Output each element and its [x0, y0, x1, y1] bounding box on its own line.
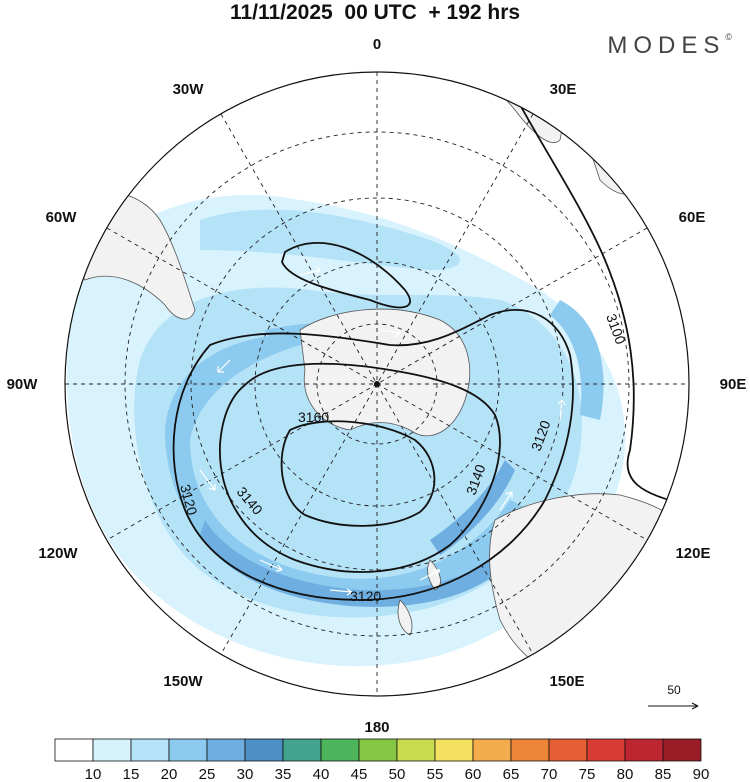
colorbar-swatch: [548, 738, 588, 762]
contour-label: 3160: [298, 409, 329, 425]
colorbar-tick-label: 85: [655, 766, 672, 782]
land-africa: [454, 72, 563, 143]
lon-label: 120E: [675, 545, 710, 562]
colorbar-tick-label: 80: [617, 766, 634, 782]
colorbar-swatch: [54, 738, 94, 762]
longitude-labels: 0 30E 60E 90E 120E 150E 180 150W 120W 90…: [7, 36, 747, 736]
colorbar-boxes: [54, 738, 702, 762]
lon-label: 0: [373, 36, 381, 53]
colorbar-swatch: [244, 738, 284, 762]
brand-name: MODES: [607, 32, 726, 59]
colorbar-swatch: [130, 738, 170, 762]
copyright-mark: ©: [725, 32, 732, 42]
contour-3120-north: [281, 242, 411, 309]
colorbar-tick-label: 60: [465, 766, 482, 782]
south-pole-marker: [374, 381, 380, 387]
land-new-zealand: [397, 599, 413, 636]
colorbar-swatch: [396, 738, 436, 762]
colorbar-tick-label: 40: [313, 766, 330, 782]
colorbar-swatch: [472, 738, 512, 762]
lon-label: 90W: [7, 376, 39, 393]
contour-label: 3100: [603, 312, 629, 347]
reference-vector: 50: [648, 683, 699, 710]
contour-3100: [496, 72, 689, 506]
colorbar-tick-label: 20: [161, 766, 178, 782]
colorbar-swatch: [92, 738, 132, 762]
lon-label: 60W: [46, 209, 78, 226]
geopotential-contours: [172, 72, 689, 601]
wind-shading: [66, 194, 626, 667]
map-disk: 3100 3120 3120 3120 3140 3140 3160: [65, 72, 689, 696]
colorbar-tick-label: 90: [693, 766, 710, 782]
land-madagascar: [589, 148, 641, 195]
lon-label: 60E: [679, 209, 706, 226]
colorbar-swatch: [586, 738, 626, 762]
lon-label: 30E: [550, 81, 577, 98]
contour-3140: [219, 362, 501, 573]
land-australia: [489, 493, 689, 683]
land-antarctica: [299, 308, 471, 437]
colorbar-labels: 10 15 20 25 30 35 40 45 50 55 60 65 70 75 80 85 90: [85, 766, 710, 782]
lon-label: 90E: [720, 376, 747, 393]
colorbar: 10 15 20 25 30 35 40 45 50 55 60 65 70 75 80 85 90: [54, 738, 710, 782]
colorbar-swatch: [624, 738, 664, 762]
lon-label: 150E: [549, 673, 584, 690]
reference-vector-label: 50: [667, 683, 681, 697]
lon-label: 30W: [173, 81, 205, 98]
lon-label: 120W: [38, 545, 78, 562]
contour-3120-main: [172, 309, 574, 601]
colorbar-swatch: [358, 738, 398, 762]
colorbar-swatch: [510, 738, 550, 762]
colorbar-tick-label: 75: [579, 766, 596, 782]
contour-3160: [280, 420, 436, 527]
colorbar-tick-label: 15: [123, 766, 140, 782]
brand-logo: MODES©: [607, 32, 732, 60]
arrowhead-icon: [691, 702, 699, 710]
colorbar-tick-label: 70: [541, 766, 558, 782]
contour-label: 3120: [350, 588, 381, 604]
colorbar-tick-label: 25: [199, 766, 216, 782]
colorbar-swatch: [662, 738, 702, 762]
contour-label: 3120: [177, 483, 201, 517]
colorbar-tick-label: 35: [275, 766, 292, 782]
colorbar-tick-label: 50: [389, 766, 406, 782]
colorbar-tick-label: 55: [427, 766, 444, 782]
colorbar-tick-label: 65: [503, 766, 520, 782]
colorbar-tick-label: 30: [237, 766, 254, 782]
map-title: 11/11/2025 00 UTC + 192 hrs: [229, 1, 521, 24]
colorbar-swatch: [434, 738, 474, 762]
map-border: [64, 71, 690, 697]
colorbar-swatch: [320, 738, 360, 762]
colorbar-swatch: [206, 738, 246, 762]
colorbar-swatch: [282, 738, 322, 762]
colorbar-tick-label: 45: [351, 766, 368, 782]
lon-label: 150W: [163, 673, 203, 690]
colorbar-tick-label: 10: [85, 766, 102, 782]
wind-vectors: [199, 265, 566, 596]
colorbar-swatch: [168, 738, 208, 762]
lon-label: 180: [364, 719, 389, 736]
